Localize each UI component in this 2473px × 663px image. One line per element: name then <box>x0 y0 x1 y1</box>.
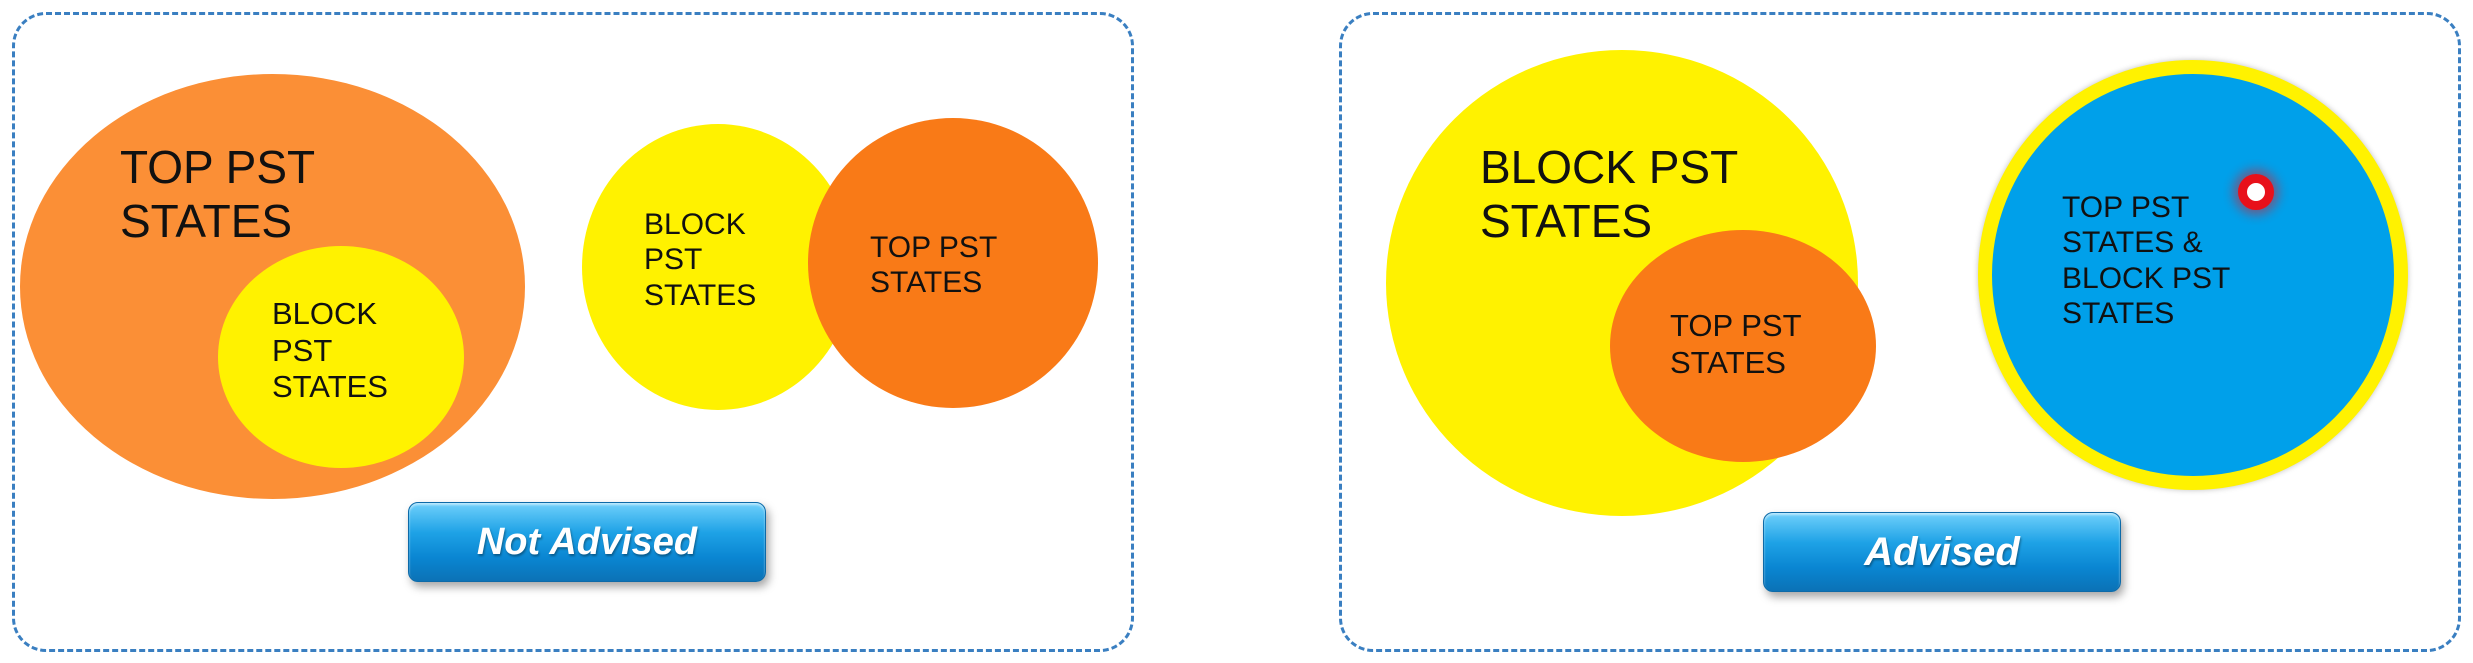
top-pst-states-inner-label: TOP PST STATES <box>1670 308 1802 380</box>
block-pst-states-outer-label: BLOCK PST STATES <box>1480 141 1739 248</box>
top-pst-states-overlap-circle <box>808 118 1098 408</box>
advised-button[interactable]: Advised <box>1763 512 2121 592</box>
block-pst-states-inner-ellipse <box>218 246 464 468</box>
combined-states-label: TOP PST STATES & BLOCK PST STATES <box>2062 191 2231 331</box>
block-pst-states-inner-label: BLOCK PST STATES <box>272 296 388 405</box>
top-pst-states-outer-label: TOP PST STATES <box>120 141 316 248</box>
top-pst-states-overlap-label: TOP PST STATES <box>870 231 998 300</box>
top-pst-states-inner-ellipse <box>1610 230 1876 462</box>
block-pst-states-overlap-label: BLOCK PST STATES <box>644 208 757 312</box>
cursor-pointer-icon <box>2238 174 2274 210</box>
advised-panel <box>1339 12 2461 652</box>
not-advised-button[interactable]: Not Advised <box>408 502 766 582</box>
not-advised-panel <box>12 12 1134 652</box>
